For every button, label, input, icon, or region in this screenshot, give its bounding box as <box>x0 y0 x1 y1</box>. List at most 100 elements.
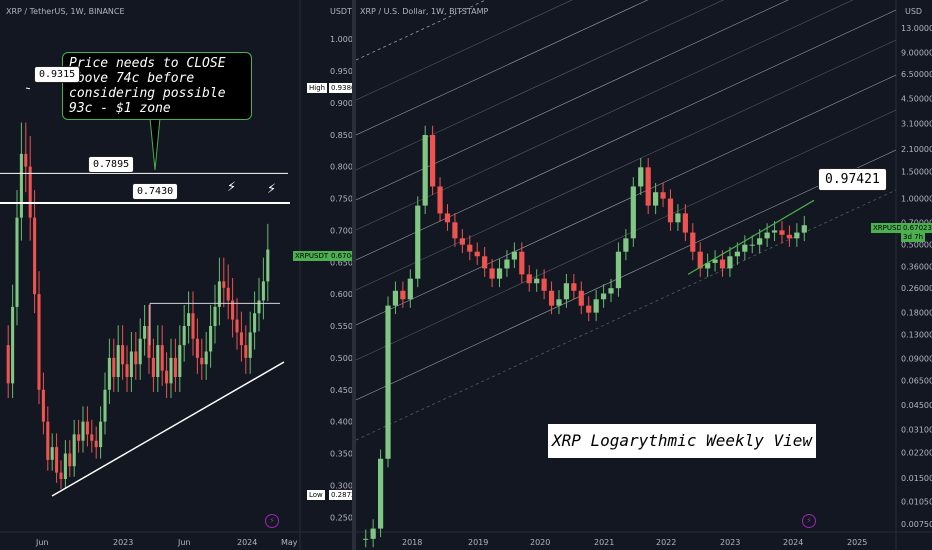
target-trendline <box>687 199 815 275</box>
ticker-tag: XRPUSD <box>871 223 904 233</box>
y-tick-label: 1.00000 <box>901 195 932 204</box>
y-tick-label: 0.13000 <box>901 330 932 339</box>
y-tick-label: 0.01050 <box>901 498 932 507</box>
y-tick-label: 1.50000 <box>901 168 932 177</box>
candle-body <box>85 421 89 435</box>
target-price-box: 0.97421 <box>818 168 887 191</box>
candle-body <box>444 213 451 223</box>
candle-body <box>660 192 666 199</box>
candle-body <box>615 251 622 289</box>
candle-body <box>81 421 85 441</box>
candle-body <box>191 313 195 339</box>
y-tick-label: 0.04500 <box>901 401 932 410</box>
y-tick-label: 0.02200 <box>901 448 932 457</box>
candle-body <box>134 351 138 365</box>
ascending-trendline <box>51 361 285 497</box>
y-tick-label: 6.50000 <box>901 70 932 79</box>
candle-body <box>400 290 406 300</box>
candle-body <box>253 313 257 333</box>
candle-body <box>563 283 570 300</box>
candle-body <box>749 244 755 246</box>
y-tick-label: 0.6500 <box>330 258 352 267</box>
y-tick-label: 0.00750 <box>901 520 932 529</box>
candle-body <box>182 326 186 346</box>
candle-body <box>363 538 369 540</box>
candle-body <box>244 345 248 358</box>
candle-body <box>103 389 107 422</box>
candle-body <box>6 345 10 384</box>
y-tick-label: 0.6000 <box>330 290 352 299</box>
y-tick-label: 0.06500 <box>901 376 932 385</box>
low-label: Low <box>307 490 325 500</box>
candle-body <box>541 278 547 291</box>
candle-body <box>459 238 465 245</box>
candle-body <box>593 299 599 313</box>
candle-body <box>719 259 726 269</box>
y-tick-label: 0.50000 <box>901 241 932 250</box>
log-channel-line <box>356 0 649 136</box>
candle-body <box>727 256 733 269</box>
x-tick-label: May <box>281 538 298 547</box>
log-channel-line <box>356 149 897 401</box>
candle-body <box>222 281 226 288</box>
log-channel-line <box>356 189 897 441</box>
candle-body <box>370 528 376 539</box>
candle-body <box>138 338 142 365</box>
candle-body <box>653 192 659 206</box>
log-channel-line <box>356 0 789 201</box>
y-tick-label: 0.01500 <box>901 474 932 483</box>
candle-body <box>771 230 778 233</box>
candle-body <box>682 213 688 233</box>
candle-body <box>226 287 230 301</box>
candle-body <box>129 351 133 377</box>
panel-divider[interactable] <box>352 0 356 550</box>
log-channel-line <box>356 0 724 171</box>
candle-body <box>173 357 177 377</box>
candle-body <box>496 268 503 279</box>
level-box-mid: 0.7895 <box>88 156 135 173</box>
candle-body <box>90 434 94 441</box>
log-channel-line <box>356 74 897 326</box>
candle-body <box>511 251 517 260</box>
level-box-high: 0.9315 <box>34 66 81 83</box>
candle-body <box>764 232 770 239</box>
candle-body <box>266 249 270 282</box>
candle-body <box>15 217 19 307</box>
candle-body <box>623 238 629 252</box>
candle-body <box>779 230 785 235</box>
candle-body <box>422 135 428 206</box>
candle-body <box>63 453 67 479</box>
candle-body <box>169 357 173 384</box>
high-value: 0.9380 <box>329 83 352 93</box>
candle-body <box>742 244 748 252</box>
y-tick-label: 4.50000 <box>901 95 932 104</box>
y-tick-label: 0.09000 <box>901 355 932 364</box>
candle-body <box>37 294 41 390</box>
y-tick-label: 2.10000 <box>901 145 932 154</box>
left-currency-label[interactable]: USDT <box>330 7 352 16</box>
pointer-line <box>25 87 31 90</box>
candle-body <box>534 278 540 284</box>
log-channel-line <box>356 0 573 101</box>
price-close-callout: Price needs to CLOSE above 74c before co… <box>62 52 252 120</box>
right-currency-label[interactable]: USD <box>905 7 923 16</box>
candle-body <box>415 205 421 279</box>
candle-body <box>571 283 577 291</box>
candle-body <box>697 251 703 269</box>
candle-body <box>608 288 614 294</box>
candle-body <box>504 259 510 269</box>
candle-body <box>801 225 807 233</box>
candle-body <box>209 326 213 352</box>
right-chart-canvas[interactable]: 13.00000 9.00000 6.50000 4.50000 3.10000 2.10… <box>356 0 932 550</box>
candle-body <box>377 458 384 529</box>
candle-body <box>489 268 495 279</box>
right-chart-panel[interactable]: 13.00000 9.00000 6.50000 4.50000 3.10000 2.10… <box>356 0 932 550</box>
candle-body <box>430 135 436 187</box>
low-value: 0.2872 <box>329 490 352 500</box>
y-tick-label: 0.70000 <box>901 218 932 227</box>
